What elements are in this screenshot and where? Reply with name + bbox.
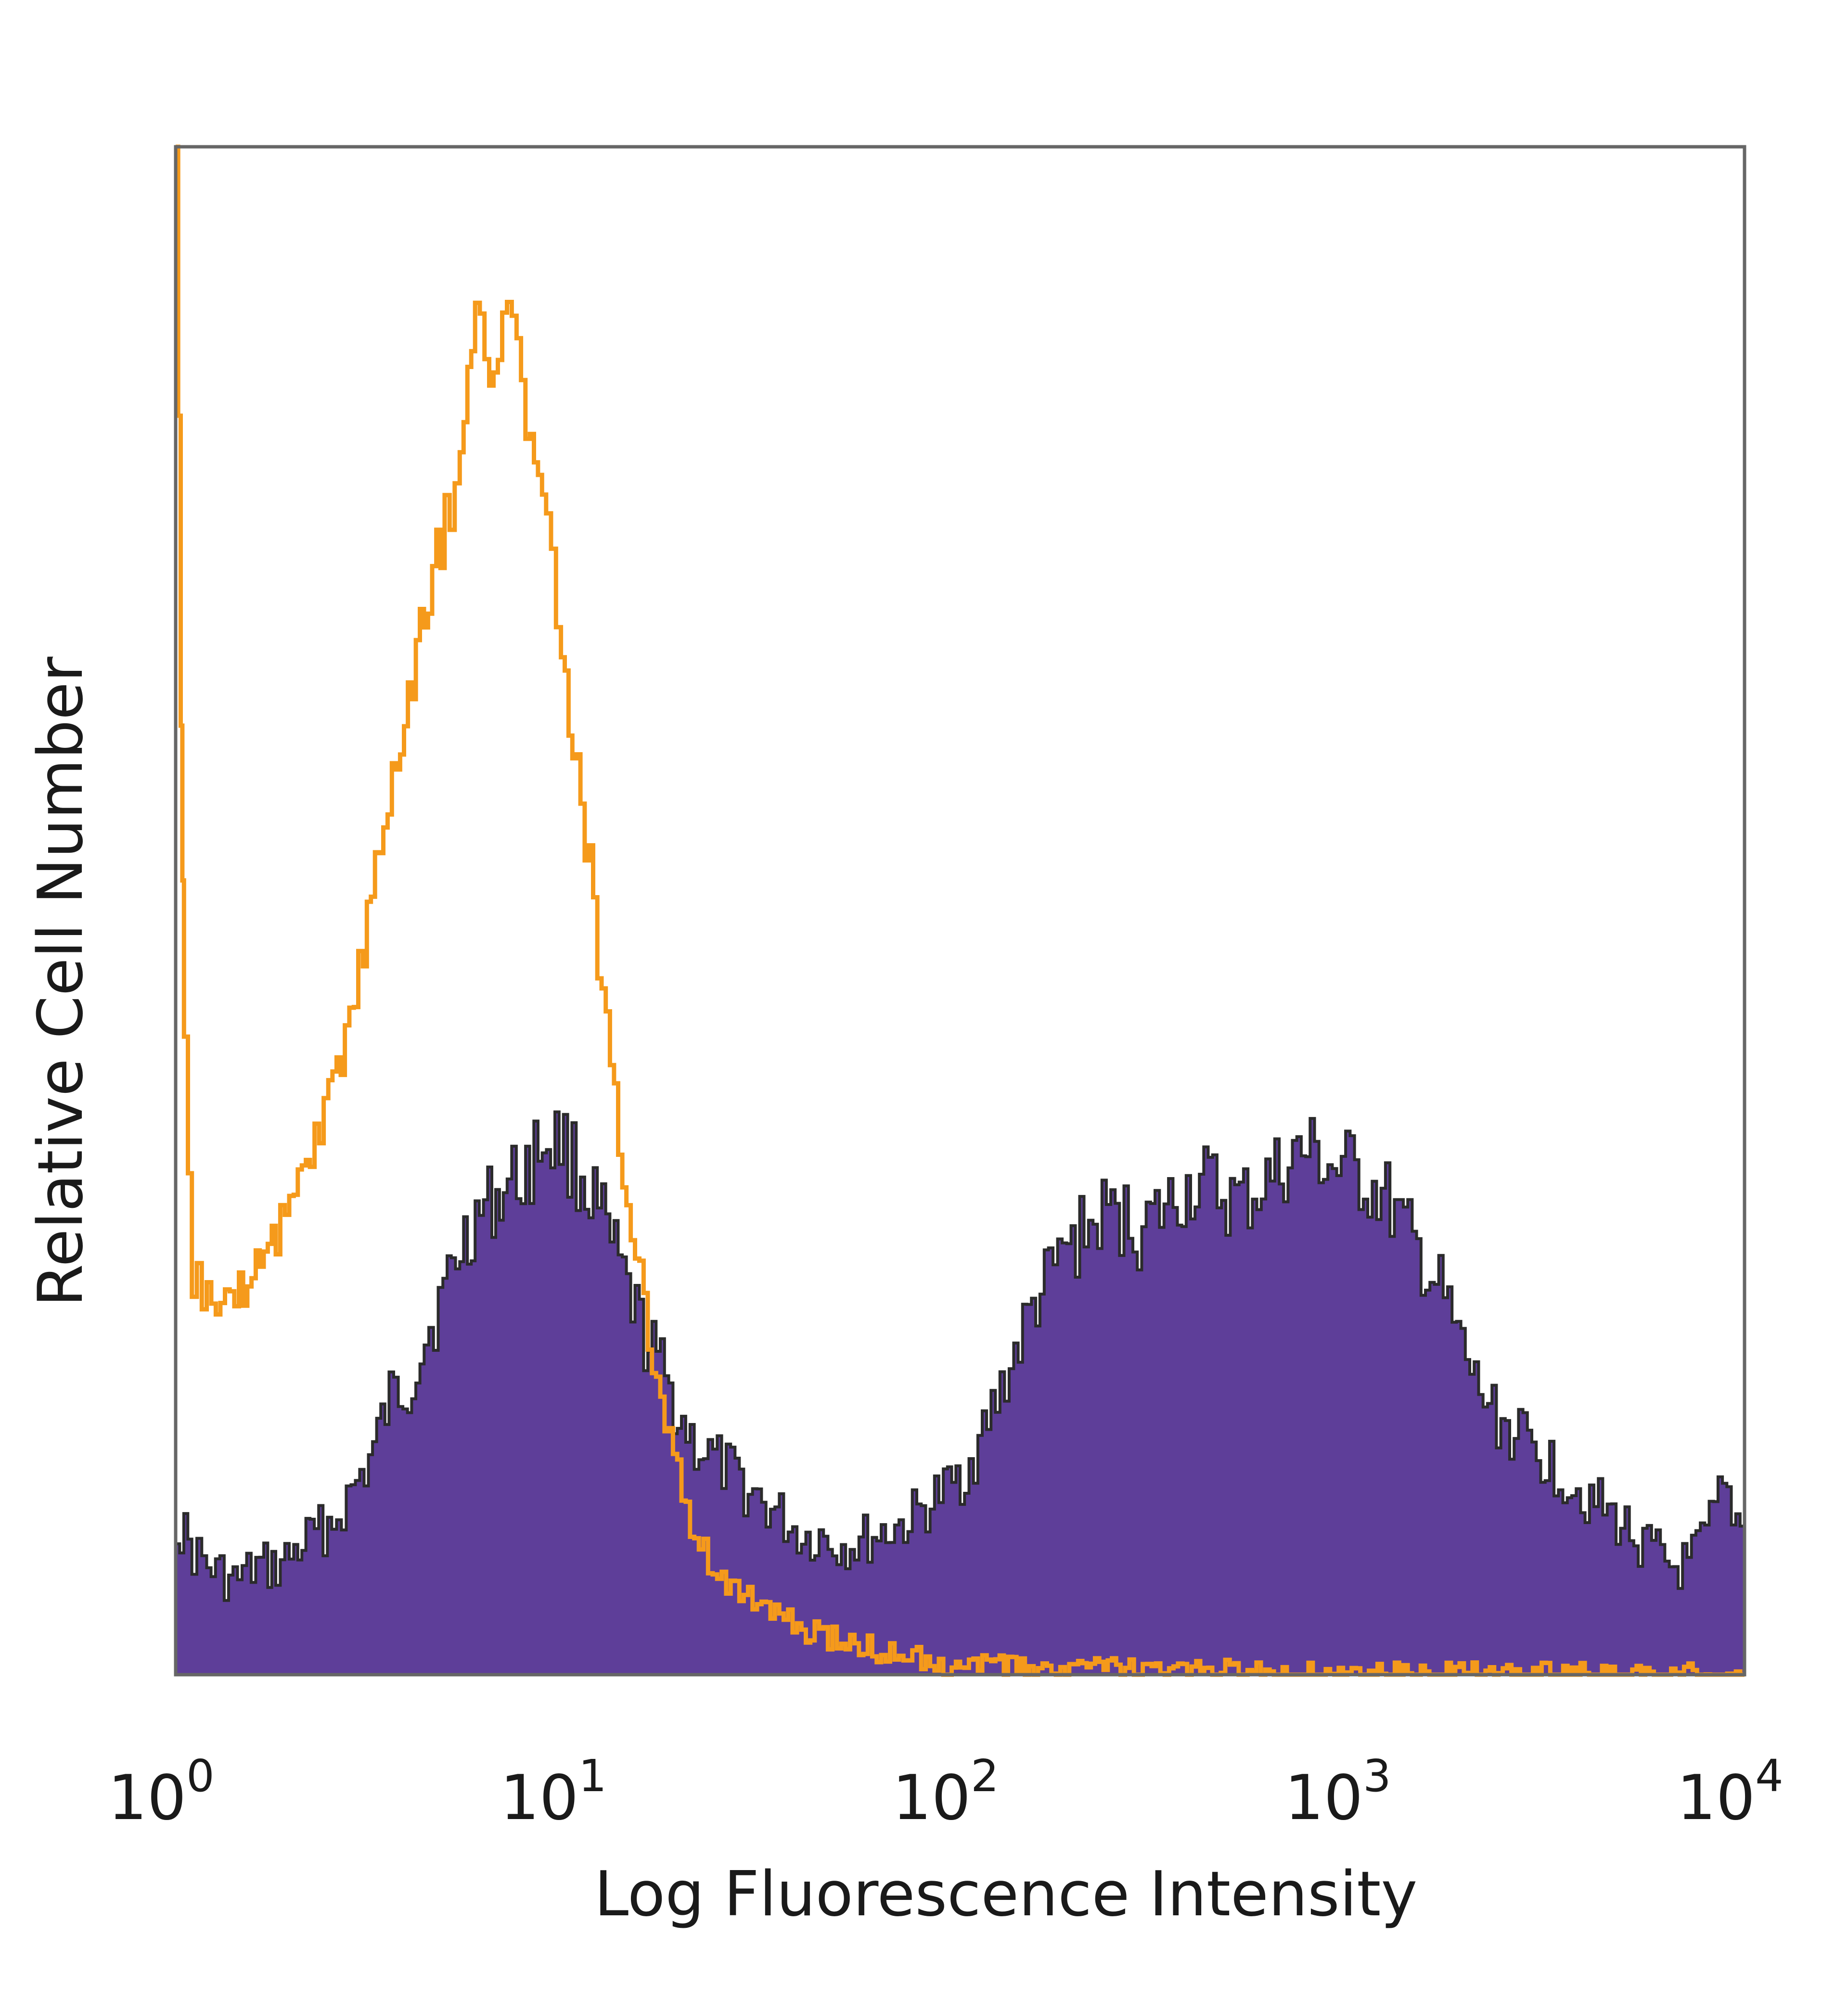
x-tick-label: 104 [1677,1750,1783,1834]
plot-frame [174,145,1746,1677]
series-outline-histogram [176,144,1745,1677]
y-axis-title: Relative Cell Number [25,656,97,1307]
plot-area [176,144,1746,1677]
x-tick-label: 103 [1284,1750,1391,1834]
series-filled-histogram-edge [176,1110,1746,1602]
x-axis-title: Log Fluorescence Intensity [594,1859,1417,1930]
series-filled-histogram [176,1112,1745,1675]
x-tick-label: 101 [500,1750,606,1834]
x-tick-labels: 100 101 102 103 104 [108,1750,1783,1834]
x-tick-label: 100 [108,1750,214,1834]
x-tick-label: 102 [892,1750,999,1834]
